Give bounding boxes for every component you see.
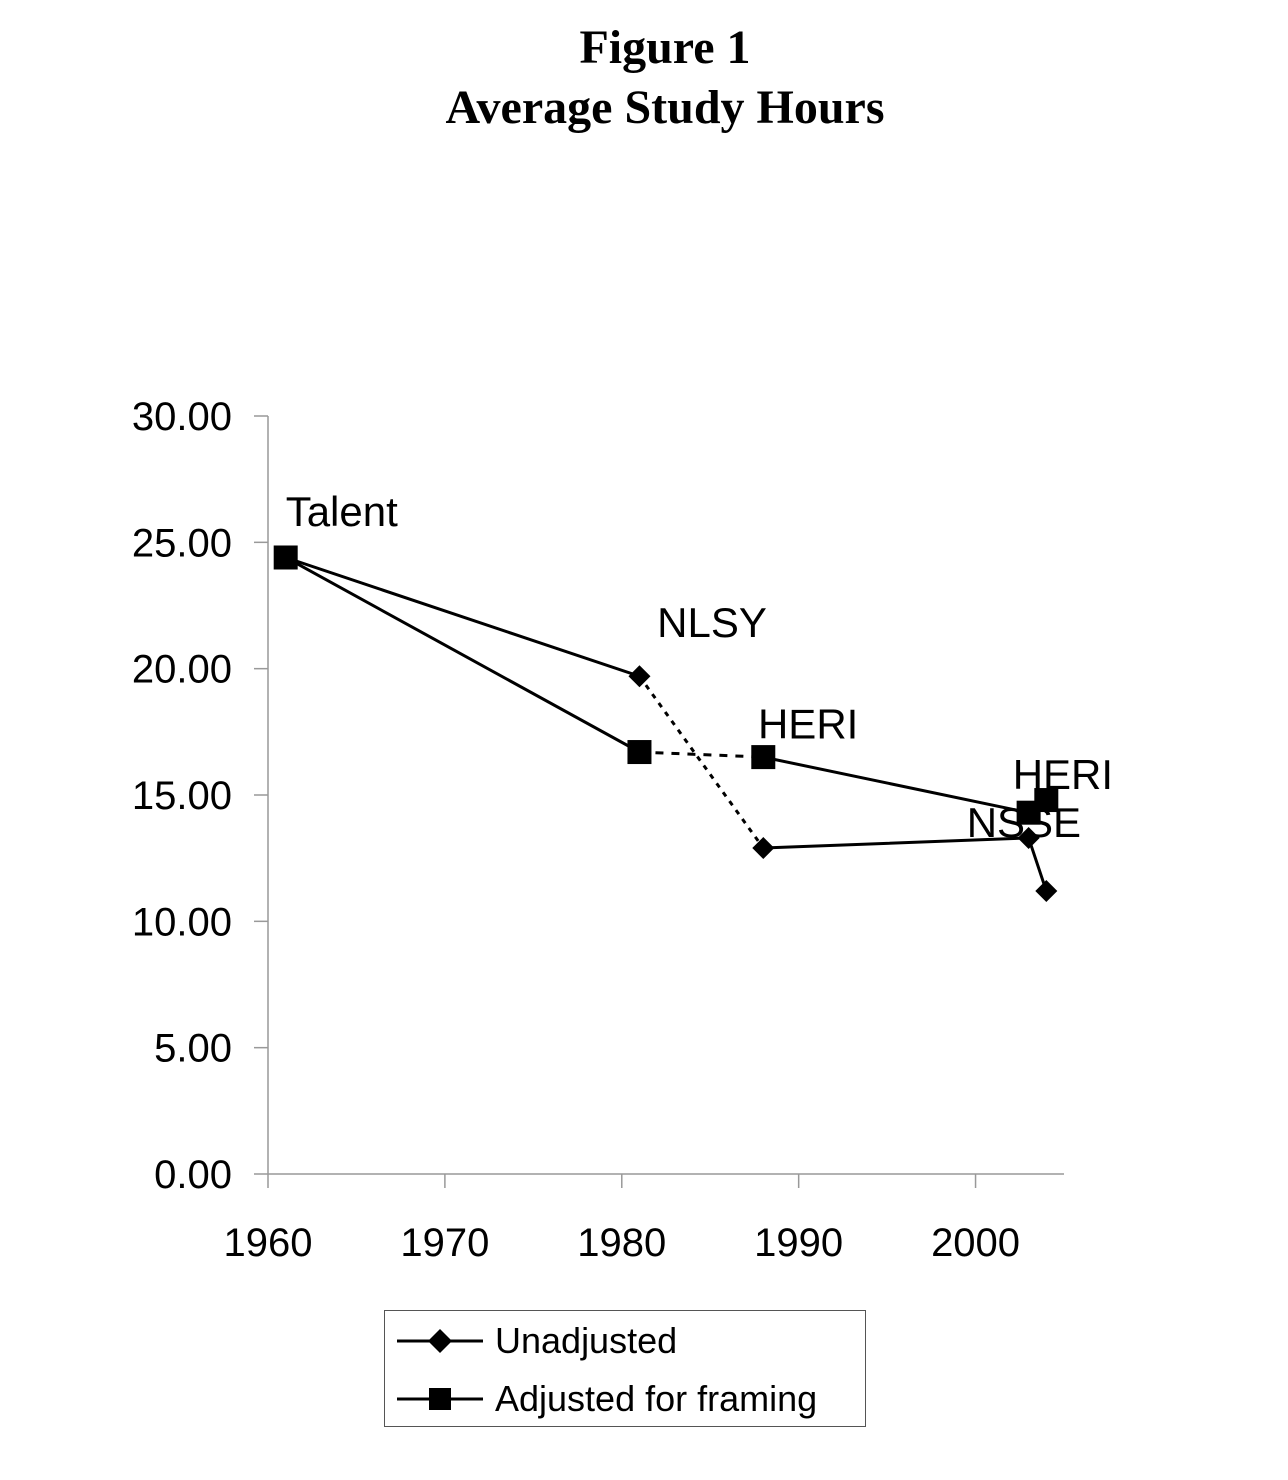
annotation-label: Talent (286, 488, 398, 535)
annotation-label: HERI (758, 700, 858, 747)
series-line-unadjusted (763, 836, 1048, 892)
x-tick-label: 1970 (400, 1221, 489, 1265)
data-point-square (751, 745, 776, 770)
figure-number: Figure 1 (579, 21, 751, 74)
y-tick-label: 15.00 (132, 774, 232, 818)
annotation-label: HERI (1013, 751, 1113, 798)
x-tick-label: 1990 (754, 1221, 843, 1265)
series-dashed-line (638, 675, 765, 849)
legend-label: Unadjusted (495, 1320, 678, 1361)
x-tick-label: 1980 (577, 1221, 666, 1265)
legend: Unadjusted Adjusted for framing (384, 1310, 866, 1427)
y-tick-label: 5.00 (154, 1027, 232, 1071)
y-tick-label: 20.00 (132, 648, 232, 692)
series-line-adjusted (284, 556, 641, 754)
data-point-square (627, 740, 652, 765)
series-markers (273, 545, 1059, 903)
y-tick-label: 10.00 (132, 900, 232, 944)
figure-title: Figure 1 Average Study Hours (0, 18, 1288, 138)
annotation-label: NLSY (657, 599, 767, 646)
diamond-marker-icon (397, 1329, 483, 1353)
data-point-diamond (1035, 880, 1058, 903)
y-tick-label: 0.00 (154, 1153, 232, 1197)
data-point-square (273, 545, 298, 570)
legend-label: Adjusted for framing (495, 1378, 818, 1419)
legend-item-adjusted: Adjusted for framing (395, 1378, 818, 1419)
y-tick-label: 30.00 (132, 395, 232, 439)
data-point-diamond (752, 837, 775, 860)
series-dashed-line (639, 750, 764, 759)
data-point-square (1034, 788, 1059, 813)
data-point-diamond (1017, 826, 1040, 849)
x-tick-label: 1960 (224, 1221, 313, 1265)
x-tick-label: 2000 (931, 1221, 1020, 1265)
chart-axes: 0.00 5.00 10.00 15.00 20.00 25.00 30.00 1960 197… (132, 395, 1064, 1265)
series-line-unadjusted (285, 556, 640, 678)
annotation-label: NSSE (967, 799, 1081, 846)
y-tick-label: 25.00 (132, 521, 232, 565)
legend-item-unadjusted: Unadjusted (395, 1320, 678, 1361)
chart-title: Average Study Hours (445, 81, 885, 134)
data-point-diamond (628, 665, 651, 688)
square-marker-icon (397, 1388, 483, 1410)
